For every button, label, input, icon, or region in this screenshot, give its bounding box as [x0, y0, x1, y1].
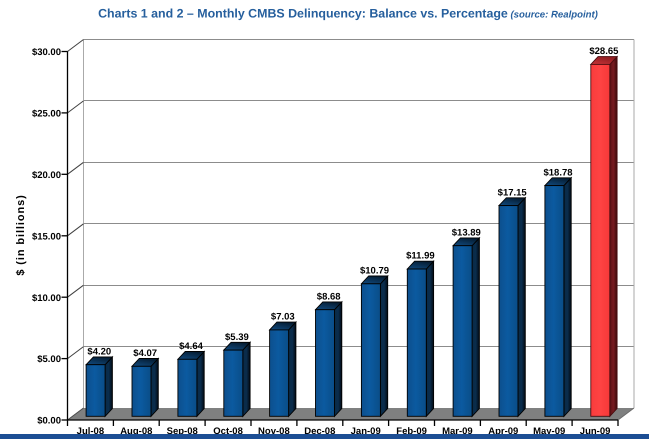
svg-text:$17.15: $17.15 — [498, 187, 528, 198]
svg-text:$4.64: $4.64 — [179, 341, 203, 352]
svg-text:Sep-08: Sep-08 — [167, 426, 198, 437]
svg-text:Aug-08: Aug-08 — [120, 426, 152, 437]
svg-text:$30.00: $30.00 — [32, 47, 61, 58]
svg-text:Apr-09: Apr-09 — [488, 426, 518, 437]
svg-text:$8.68: $8.68 — [317, 291, 341, 302]
svg-text:Feb-09: Feb-09 — [396, 426, 427, 437]
svg-text:$10.00: $10.00 — [32, 293, 61, 304]
svg-text:$25.00: $25.00 — [32, 109, 61, 120]
svg-text:Jun-09: Jun-09 — [580, 426, 611, 437]
svg-text:$11.99: $11.99 — [406, 251, 435, 262]
svg-text:$18.78: $18.78 — [543, 167, 572, 178]
svg-text:$13.89: $13.89 — [452, 227, 481, 238]
svg-text:Charts 1 and 2 – Monthly CMBS: Charts 1 and 2 – Monthly CMBS Delinquenc… — [98, 7, 598, 21]
svg-text:Jan-09: Jan-09 — [351, 426, 381, 437]
svg-text:$20.00: $20.00 — [32, 170, 61, 181]
svg-text:$5.00: $5.00 — [37, 354, 61, 365]
svg-text:$5.39: $5.39 — [225, 332, 249, 343]
svg-text:Nov-08: Nov-08 — [258, 426, 290, 437]
svg-text:$4.07: $4.07 — [133, 348, 157, 359]
svg-text:$28.65: $28.65 — [589, 46, 619, 57]
svg-text:$10.79: $10.79 — [360, 266, 389, 277]
svg-text:Dec-08: Dec-08 — [304, 426, 335, 437]
svg-text:$15.00: $15.00 — [32, 231, 61, 242]
svg-text:$7.03: $7.03 — [271, 312, 295, 323]
svg-text:Mar-09: Mar-09 — [442, 426, 473, 437]
svg-text:Oct-08: Oct-08 — [213, 426, 243, 437]
svg-text:$ (in billions): $ (in billions) — [15, 194, 27, 275]
svg-text:Jul-08: Jul-08 — [77, 426, 104, 437]
svg-text:$0.00: $0.00 — [37, 416, 61, 427]
svg-text:May-09: May-09 — [533, 426, 565, 437]
svg-text:$4.20: $4.20 — [87, 346, 111, 357]
